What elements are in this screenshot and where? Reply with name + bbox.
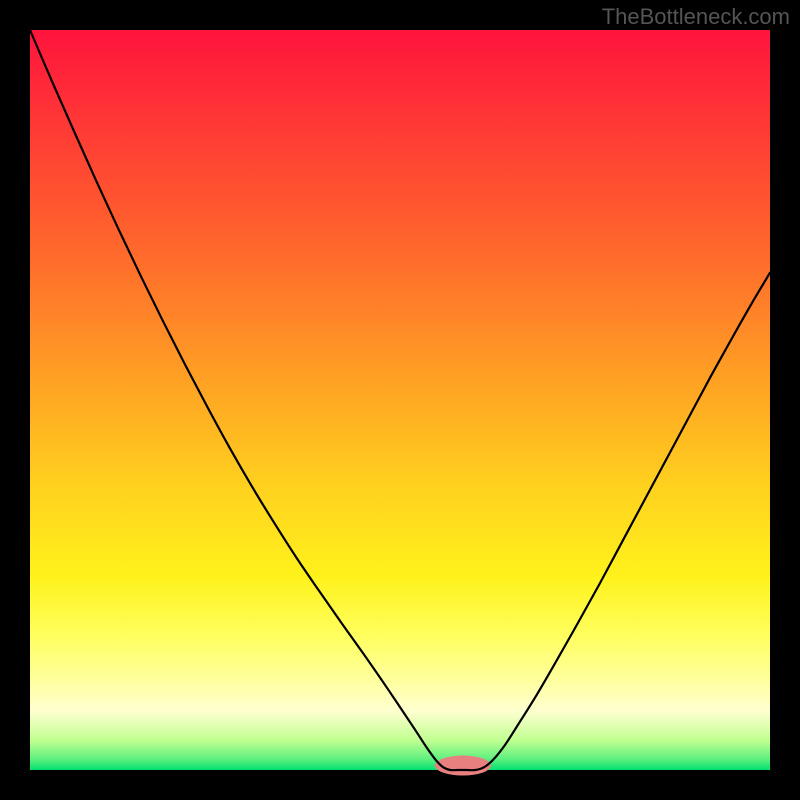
- watermark-text: TheBottleneck.com: [602, 4, 790, 30]
- gradient-plot-area: [30, 30, 770, 770]
- bottleneck-chart: [0, 0, 800, 800]
- optimal-marker: [435, 756, 491, 776]
- chart-container: TheBottleneck.com: [0, 0, 800, 800]
